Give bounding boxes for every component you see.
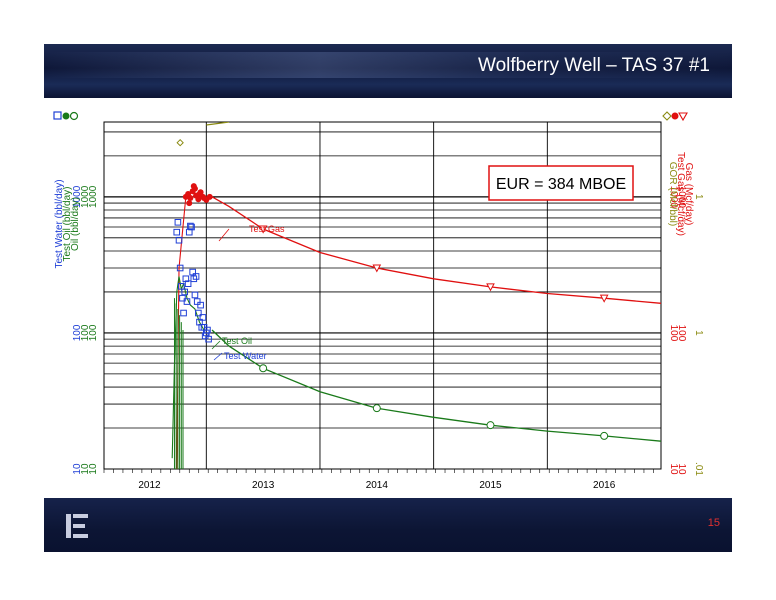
x-tick-label: 2013 <box>252 480 275 491</box>
test-water-point <box>181 288 189 296</box>
test-gas-point <box>187 195 194 202</box>
test-oil-label-leader <box>211 340 221 350</box>
test-water-point <box>204 326 211 334</box>
y-right-tick-label: 10 <box>676 463 687 475</box>
test-water-point <box>195 309 202 317</box>
y-right-gor-tick-label: .01 <box>693 462 704 476</box>
test-gas-label: Test Gas <box>249 224 285 234</box>
test-oil-label: Test Oil <box>222 336 252 346</box>
test-water-point <box>188 223 195 231</box>
oil-marker <box>600 431 609 440</box>
y-left-tick-label: 1000 <box>80 185 91 208</box>
test-water-point <box>177 283 185 290</box>
gor-line <box>206 122 230 126</box>
test-water-label: Test Water <box>224 351 267 361</box>
chart-labels: Test Gas Test Oil Test Water EUR = 384 MBOE <box>211 165 634 361</box>
y-right-tick-label: 1000 <box>676 186 687 209</box>
y-left-axis-title: Oil (bbl/day) <box>70 197 81 251</box>
legend-diamond-icon <box>662 111 672 121</box>
test-water-point <box>189 268 196 276</box>
slide-title: Wolfberry Well – TAS 37 #1 <box>478 55 710 76</box>
slide-header: Wolfberry Well – TAS 37 #1 <box>44 44 732 98</box>
oil-bbl-day-line <box>211 329 661 442</box>
y-left-axis-title: Test Oil (bbl/day) <box>62 186 73 261</box>
test-gas-point <box>206 193 213 200</box>
test-water-point <box>183 298 191 305</box>
y-right-gor-tick-label: 1 <box>693 330 704 336</box>
test-water-point <box>179 294 186 302</box>
test-water-label-leader <box>213 352 223 361</box>
gas-marker <box>599 294 609 303</box>
x-tick-label: 2012 <box>138 480 161 491</box>
y-left-tick-label: 10 <box>72 463 83 475</box>
y-right-tick-label: 1000 <box>668 186 679 209</box>
y-right-tick-label: 100 <box>668 325 679 342</box>
gas-marker <box>258 225 268 234</box>
oil-marker <box>486 421 495 430</box>
x-tick-label: 2016 <box>593 480 616 491</box>
y-right-tick-label: 10 <box>668 463 679 475</box>
test-water-point <box>176 264 184 272</box>
test-gas-label-leader <box>218 228 230 242</box>
y-right-axis-title: GOR (Mcf/bbl) <box>667 162 678 226</box>
test-water-point <box>191 291 199 299</box>
production-chart: 2012 2013 2014 2015 201610001000100010010010… <box>53 111 704 491</box>
slide-footer: 15 <box>44 498 732 552</box>
test-water-point <box>187 222 194 230</box>
chart-series <box>171 122 661 469</box>
gas-marker <box>486 283 495 292</box>
y-left-tick-label: 1000 <box>88 185 99 208</box>
legend-dot-icon <box>62 112 70 120</box>
gas-mcf-day-line <box>211 196 661 304</box>
test-water-point <box>199 314 207 321</box>
test-gas-point <box>190 183 197 190</box>
x-tick-label: 2015 <box>479 480 502 491</box>
test-water-point <box>184 280 192 287</box>
legend-dot-icon <box>671 112 679 120</box>
test-water-point <box>173 228 181 236</box>
test-water-point <box>197 301 204 309</box>
test-water-point <box>193 298 201 305</box>
series-group <box>171 122 661 469</box>
eur-box <box>488 165 634 201</box>
chart-axes: 2012 2013 2014 2015 201610001000100010010010… <box>53 111 704 491</box>
y-left-tick-label: 100 <box>80 324 91 341</box>
test-water-point <box>174 219 182 226</box>
y-left-axis-title: Test Water (bbl/day) <box>54 179 65 268</box>
test-gas-point <box>201 195 208 202</box>
test-water-point <box>205 335 212 343</box>
gas-marker <box>372 264 382 273</box>
y-right-axis-title: Test Gas (Mcf/day) <box>675 152 686 236</box>
slide: Wolfberry Well – TAS 37 #1 2012 2013 2014 2… <box>44 44 732 552</box>
test-water-point <box>182 275 190 283</box>
y-left-tick-label: 10 <box>88 463 99 475</box>
legend-square-icon <box>53 111 62 120</box>
test-water-point <box>175 236 183 244</box>
gor-point <box>176 138 184 147</box>
y-left-tick-label: 100 <box>88 324 99 341</box>
eur-annotation: EUR = 384 MBOE <box>496 176 626 193</box>
y-left-tick-label: 1000 <box>72 185 83 208</box>
oil-marker <box>259 364 268 373</box>
company-logo-icon <box>66 514 88 538</box>
test-water-point <box>180 309 187 317</box>
test-gas-point <box>195 196 202 203</box>
y-right-gor-tick-label: 1 <box>693 194 704 200</box>
y-left-tick-label: 100 <box>72 324 83 341</box>
test-gas-point <box>196 190 203 197</box>
y-left-tick-label: 10 <box>80 463 91 475</box>
legend-triangle-icon <box>678 112 688 122</box>
y-right-tick-label: 100 <box>676 325 687 342</box>
legend-circle-icon <box>69 111 79 121</box>
oil-marker <box>372 404 381 413</box>
test-gas-point <box>186 200 193 207</box>
test-water-point <box>192 273 200 280</box>
y-right-axis-title: Gas (Mcf/day) <box>683 163 694 226</box>
page-number: 15 <box>707 517 720 529</box>
x-tick-label: 2014 <box>366 480 389 491</box>
